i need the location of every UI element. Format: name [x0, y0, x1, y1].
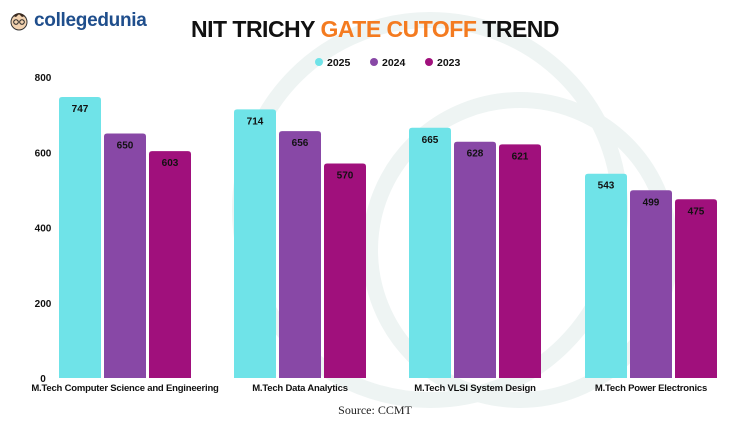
- chart-title: NIT TRICHY GATE CUTOFF TREND: [0, 16, 750, 43]
- bar-2024: [279, 131, 321, 378]
- data-label: 570: [337, 171, 354, 182]
- bar-2023: [675, 199, 717, 378]
- data-label: 747: [72, 104, 89, 115]
- data-label: 499: [643, 197, 660, 208]
- bar-2023: [149, 151, 191, 378]
- data-label: 603: [162, 158, 179, 169]
- title-highlight: GATE CUTOFF: [320, 16, 477, 42]
- legend-marker: [315, 58, 323, 66]
- data-label: 543: [598, 181, 615, 192]
- y-tick-label: 200: [35, 299, 52, 310]
- legend-marker: [425, 58, 433, 66]
- data-label: 628: [467, 149, 484, 160]
- legend-item-2024: 2024: [370, 57, 406, 69]
- legend-item-2023: 2023: [425, 57, 461, 69]
- collegedunia-logo: collegedunia: [8, 8, 147, 34]
- bar-2023: [324, 163, 366, 378]
- x-category-label: M.Tech Power Electronics: [595, 383, 707, 394]
- legend-label: 2025: [327, 57, 351, 69]
- mascot-icon: [10, 13, 28, 31]
- x-category-label: M.Tech VLSI System Design: [414, 383, 536, 394]
- bar-2023: [499, 144, 541, 378]
- data-label: 650: [117, 140, 134, 151]
- bar-2025: [234, 109, 276, 379]
- data-label: 475: [688, 206, 705, 217]
- title-part2: TREND: [476, 16, 560, 42]
- logo-text: collegedunia: [34, 10, 147, 31]
- title-part1: NIT TRICHY: [190, 16, 321, 42]
- x-category-label: M.Tech Computer Science and Engineering: [31, 383, 219, 394]
- bar-2025: [409, 127, 451, 378]
- data-label: 665: [422, 135, 439, 146]
- bar-2024: [630, 190, 672, 378]
- data-label: 656: [292, 138, 309, 149]
- legend-label: 2024: [382, 57, 406, 69]
- y-tick-label: 600: [35, 148, 52, 159]
- y-tick-label: 400: [35, 224, 52, 235]
- bar-2024: [104, 133, 146, 378]
- bar-2024: [454, 141, 496, 378]
- x-category-label: M.Tech Data Analytics: [252, 383, 348, 394]
- data-label: 621: [512, 151, 529, 162]
- bar-2025: [585, 173, 627, 378]
- legend-label: 2023: [437, 57, 461, 69]
- bar-2025: [59, 96, 101, 378]
- legend-item-2025: 2025: [315, 57, 351, 69]
- source-note: Source: CCMT: [338, 403, 412, 417]
- legend-marker: [370, 58, 378, 66]
- data-label: 714: [247, 116, 264, 127]
- y-tick-label: 0: [40, 374, 46, 385]
- y-tick-label: 800: [35, 73, 52, 84]
